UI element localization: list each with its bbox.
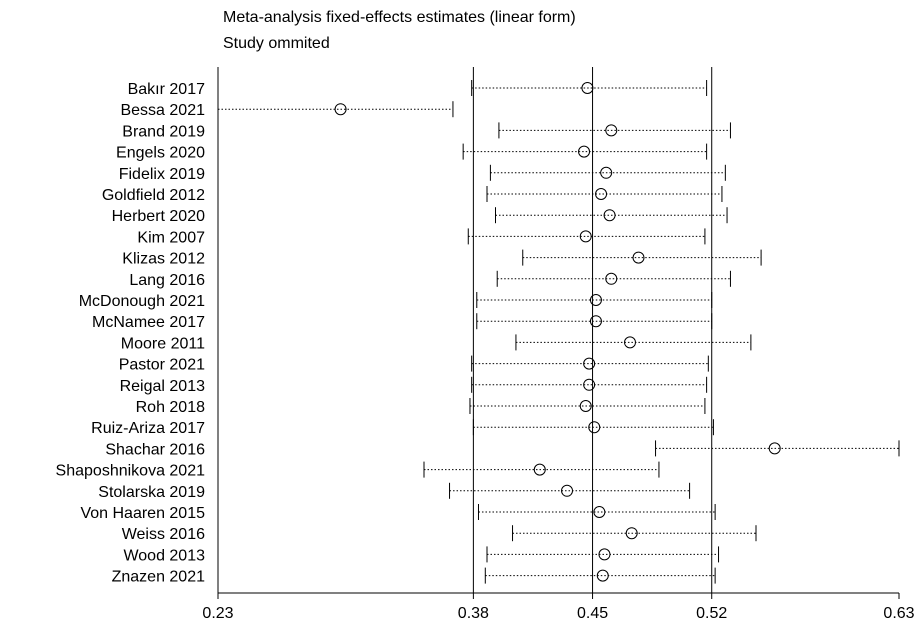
point-estimate [605,124,618,137]
point-estimate [583,378,596,391]
study-row: Reigal 2013 [120,376,708,395]
point-estimate [624,336,637,349]
chart-title: Meta-analysis fixed-effects estimates (l… [223,9,576,26]
study-row: Bessa 2021 [120,101,454,119]
study-label: Klizas 2012 [122,251,205,268]
study-label: Engels 2020 [116,145,205,162]
study-row: Klizas 2012 [122,249,762,268]
study-rows: Bakır 2017 Bessa 2021 Brand 2019 Engels 202… [56,80,900,586]
study-row: Goldfield 2012 [102,186,723,204]
study-row: Moore 2011 [121,334,752,352]
study-label: Von Haaren 2015 [80,505,205,522]
x-tick-label: 0.45 [577,605,608,622]
study-row: Shaposhnikova 2021 [56,461,660,480]
study-label: Brand 2019 [122,123,205,140]
study-label: Goldfield 2012 [102,187,205,204]
study-label: Wood 2013 [123,547,205,564]
point-estimate [579,400,592,412]
point-estimate [596,569,609,582]
study-row: Bakır 2017 [128,80,708,98]
study-label: Weiss 2016 [122,526,205,543]
study-row: Fidelix 2019 [119,164,726,183]
study-row: Shachar 2016 [105,440,900,458]
point-estimate [625,527,638,540]
x-tick-label: 0.38 [458,605,489,622]
study-label: Herbert 2020 [112,208,205,225]
reference-lines [472,67,713,593]
study-row: Wood 2013 [123,546,720,564]
study-label: Reigal 2013 [120,378,206,395]
study-row: Pastor 2021 [119,355,709,374]
study-label: Znazen 2021 [112,569,206,586]
point-estimate [605,272,618,285]
point-estimate [768,442,781,455]
point-estimate [579,230,592,243]
study-row: Lang 2016 [129,270,731,289]
x-tick-label: 0.23 [202,605,233,622]
axes [217,67,899,594]
study-label: Ruiz-Ariza 2017 [91,420,205,437]
study-row: McNamee 2017 [92,313,713,331]
point-estimate [589,294,602,306]
chart-subtitle: Study ommited [223,35,330,52]
study-label: McDonough 2021 [79,293,205,310]
study-label: Fidelix 2019 [119,166,205,183]
point-estimate [598,548,611,561]
study-label: Bakır 2017 [128,81,205,98]
point-estimate [533,463,546,476]
point-estimate [583,357,596,370]
study-label: Roh 2018 [136,399,205,416]
study-row: Kim 2007 [137,228,706,246]
point-estimate [334,103,347,116]
study-row: Znazen 2021 [112,567,716,586]
study-label: Bessa 2021 [120,102,205,119]
point-estimate [595,188,608,200]
point-estimate [578,145,591,158]
point-estimate [593,506,606,518]
study-label: Shachar 2016 [105,441,205,458]
study-row: Engels 2020 [116,143,708,162]
study-row: Ruiz-Ariza 2017 [91,419,714,437]
point-estimate [603,209,616,222]
point-estimate [588,421,601,434]
point-estimate [589,315,602,328]
x-tick-label: 0.63 [883,605,914,622]
study-label: Shaposhnikova 2021 [56,463,206,480]
study-row: Stolarska 2019 [98,482,691,501]
study-row: Weiss 2016 [122,525,757,543]
study-label: Lang 2016 [129,272,205,289]
study-label: Pastor 2021 [119,357,205,374]
x-axis-ticks: 0.23 0.38 0.45 0.52 0.63 [202,593,915,622]
study-row: Roh 2018 [136,398,706,416]
study-label: McNamee 2017 [92,314,205,331]
study-row: Von Haaren 2015 [80,504,716,522]
study-label: Moore 2011 [121,335,205,352]
study-label: Kim 2007 [137,229,205,246]
point-estimate [632,251,645,264]
point-estimate [561,484,574,497]
study-row: Herbert 2020 [112,207,728,225]
x-tick-label: 0.52 [696,605,727,622]
point-estimate [581,82,594,94]
study-row: McDonough 2021 [79,292,713,310]
study-label: Stolarska 2019 [98,484,205,501]
point-estimate [600,166,613,179]
study-row: Brand 2019 [122,122,731,140]
